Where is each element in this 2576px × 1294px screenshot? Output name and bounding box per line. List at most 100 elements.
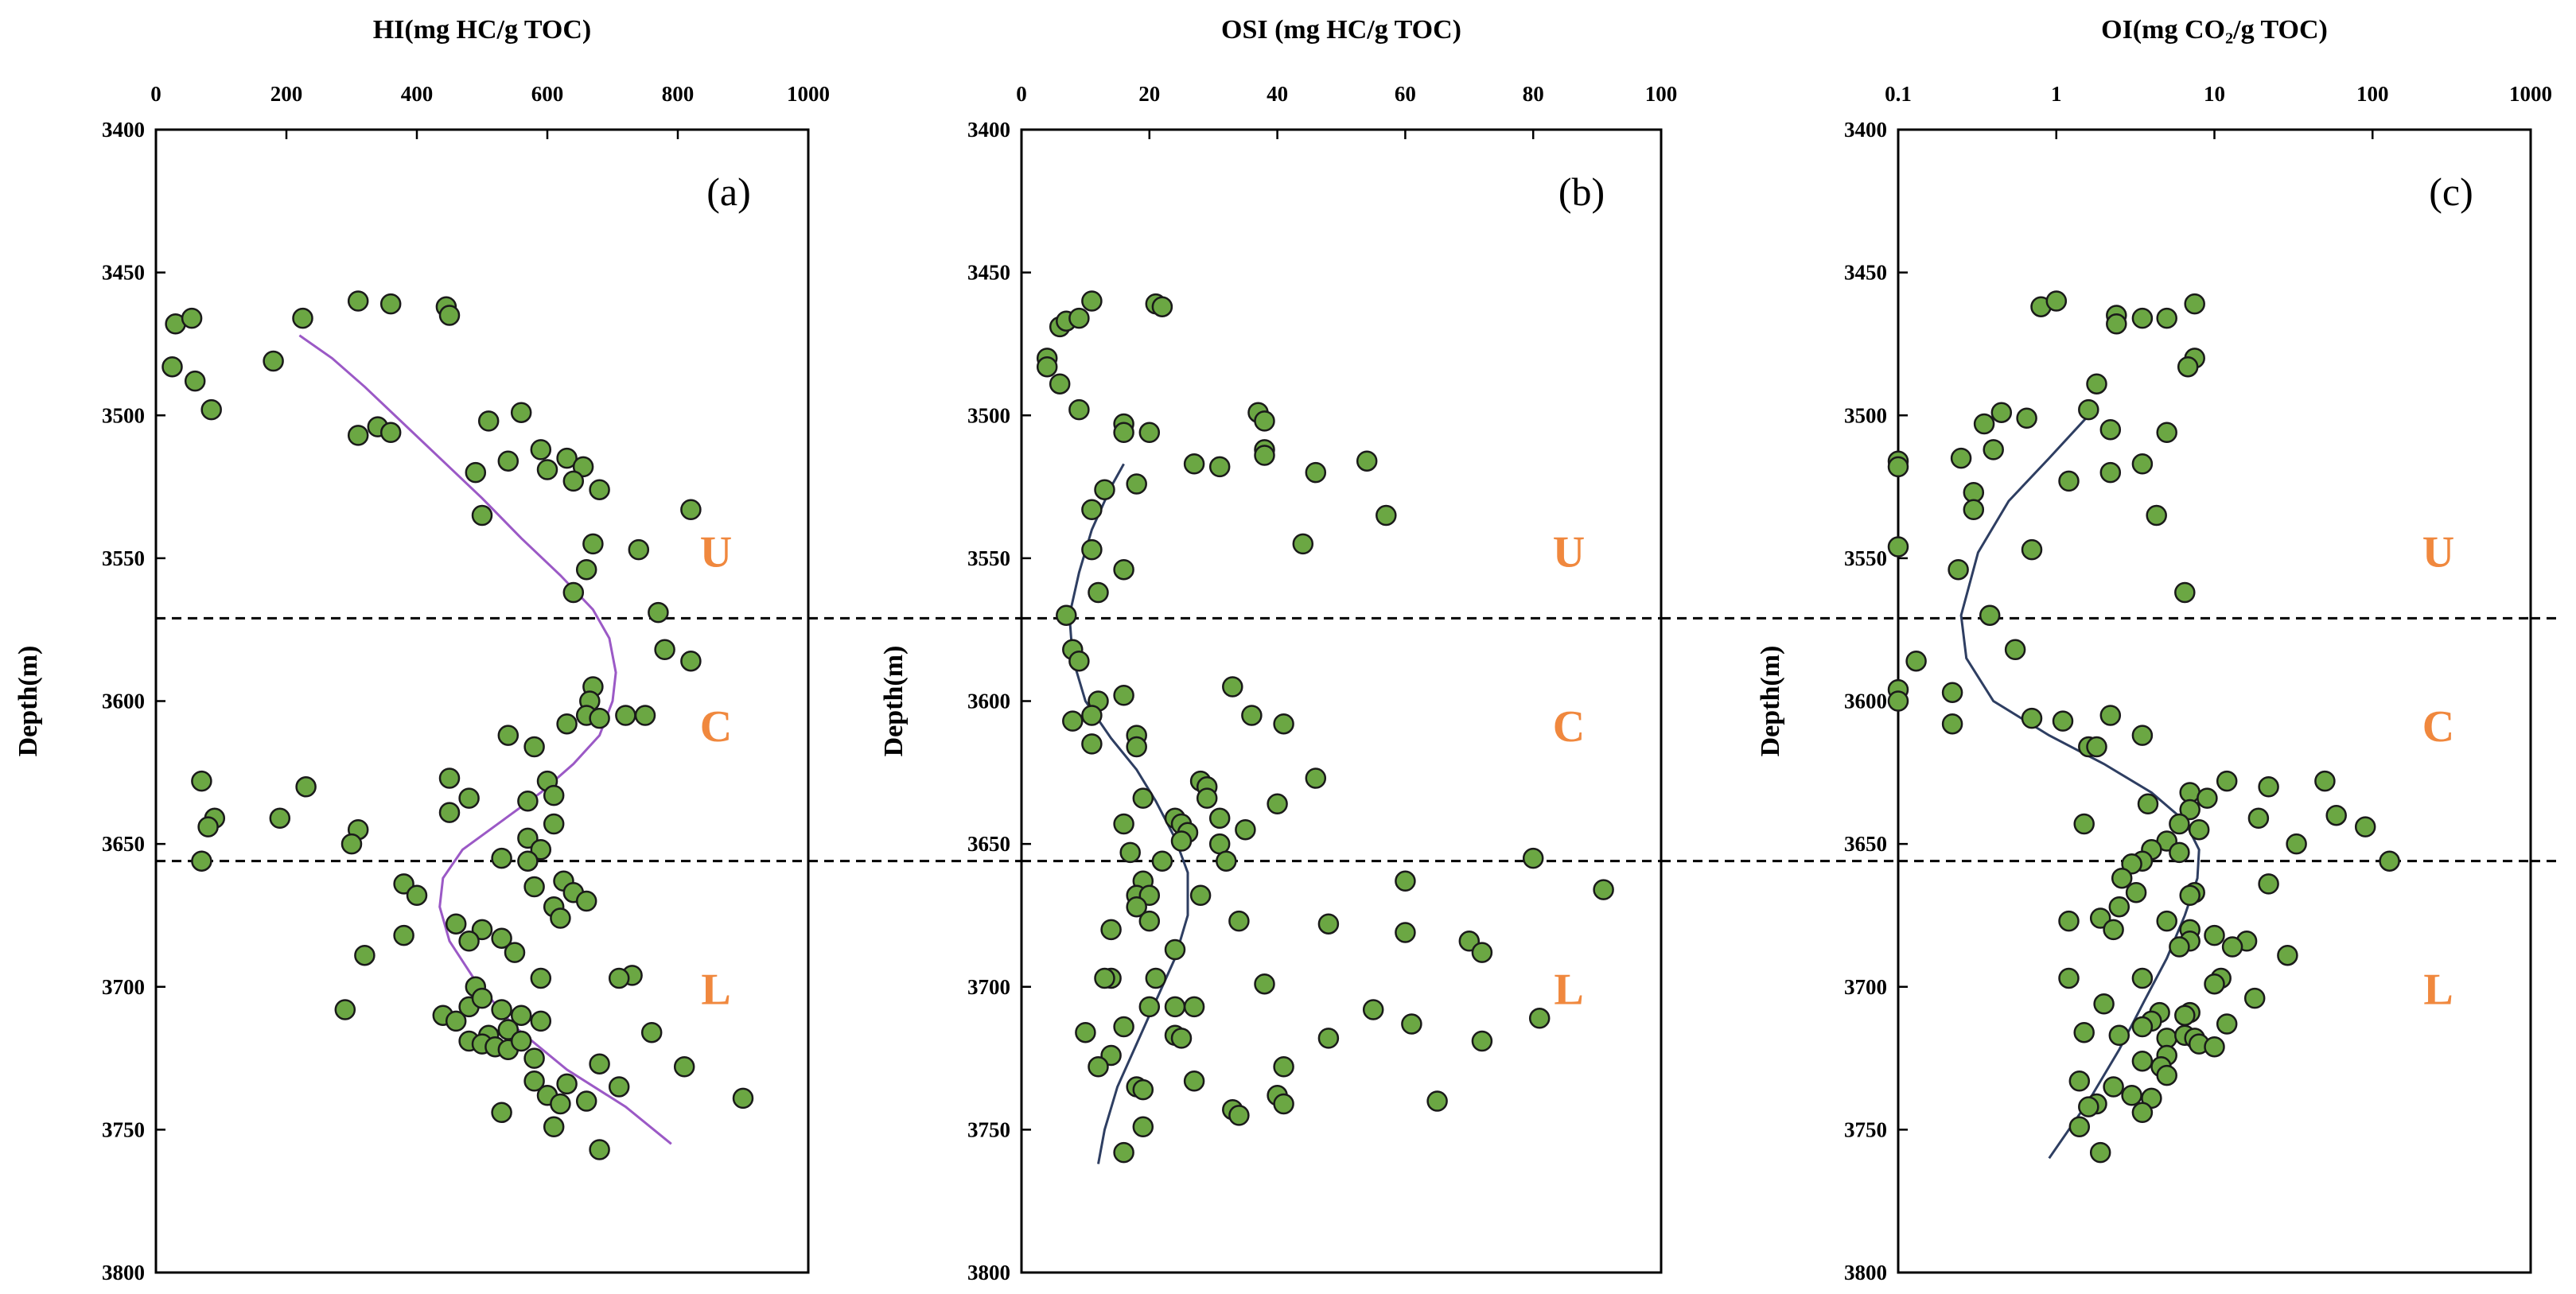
- data-point: [191, 770, 212, 792]
- x-tick-label: 0: [150, 82, 161, 106]
- data-point: [471, 987, 493, 1009]
- data-point: [2286, 833, 2307, 855]
- data-point: [1395, 922, 1416, 943]
- trend-curve: [298, 334, 672, 1145]
- y-tick-label: 3800: [967, 1261, 1010, 1284]
- data-point: [2078, 1096, 2099, 1117]
- y-tick-label: 3650: [967, 832, 1010, 856]
- data-point: [530, 439, 552, 460]
- data-point: [1094, 967, 1115, 989]
- data-point: [1126, 896, 1147, 918]
- data-point: [471, 919, 493, 941]
- data-point: [2179, 799, 2200, 821]
- data-point: [556, 713, 578, 735]
- data-point: [2197, 787, 2218, 809]
- data-point: [1235, 818, 1256, 841]
- data-point: [2156, 1064, 2177, 1086]
- data-point: [497, 450, 519, 472]
- data-point: [2099, 418, 2122, 441]
- data-point: [1973, 413, 1995, 435]
- data-point: [497, 725, 519, 746]
- data-point: [1528, 1008, 1551, 1029]
- x-axis-title: OI(mg CO₂/g TOC): [2101, 15, 2328, 45]
- y-tick-label: 3450: [967, 261, 1010, 285]
- data-point: [1119, 841, 1141, 864]
- data-point: [2277, 944, 2298, 966]
- data-point: [2204, 924, 2225, 946]
- data-point: [1362, 999, 1384, 1020]
- data-point: [550, 907, 571, 929]
- data-point: [543, 784, 565, 806]
- data-point: [2125, 881, 2147, 903]
- data-point: [1317, 1028, 1340, 1049]
- data-point: [1113, 685, 1134, 706]
- trend-curve: [1068, 463, 1189, 1164]
- data-point: [1273, 1056, 1294, 1078]
- x-tick-label: 100: [1645, 82, 1678, 106]
- data-point: [2093, 993, 2115, 1015]
- data-point: [1317, 913, 1340, 935]
- x-tick-label: 600: [531, 82, 564, 106]
- data-point: [1990, 402, 2013, 423]
- data-point: [1062, 710, 1084, 732]
- data-point: [2379, 850, 2400, 872]
- data-point: [608, 1076, 630, 1098]
- data-point: [458, 931, 480, 952]
- data-point: [1401, 1013, 1422, 1035]
- data-point: [2106, 313, 2127, 335]
- data-point: [2243, 987, 2266, 1009]
- data-point: [1376, 504, 1397, 527]
- data-point: [2131, 1016, 2154, 1038]
- data-point: [2111, 867, 2133, 889]
- data-point: [1151, 296, 1173, 317]
- data-point: [517, 850, 539, 872]
- data-point: [491, 927, 512, 949]
- data-point: [1170, 830, 1193, 852]
- data-point: [295, 776, 317, 798]
- data-point: [680, 499, 702, 521]
- x-tick-label: 0: [1016, 82, 1027, 106]
- data-point: [589, 479, 610, 500]
- data-point: [530, 839, 552, 861]
- data-point: [1164, 996, 1186, 1018]
- x-tick-label: 1000: [787, 82, 830, 106]
- data-point: [1471, 1030, 1493, 1052]
- data-point: [1132, 787, 1154, 809]
- data-point: [1151, 850, 1173, 872]
- data-point: [2314, 770, 2336, 792]
- data-point: [184, 370, 206, 392]
- zone-label-C: C: [700, 702, 732, 752]
- data-point: [2103, 919, 2124, 941]
- data-point: [438, 305, 461, 326]
- y-tick-label: 3500: [1844, 403, 1887, 427]
- data-point: [2052, 710, 2074, 732]
- data-point: [530, 1010, 552, 1032]
- data-point: [673, 1056, 695, 1078]
- data-point: [334, 999, 356, 1020]
- data-point: [1132, 1078, 1154, 1101]
- data-point: [1471, 942, 1493, 963]
- data-point: [2258, 776, 2279, 798]
- data-point: [465, 461, 487, 484]
- y-tick-label: 3550: [102, 546, 145, 570]
- data-point: [393, 873, 414, 895]
- data-point: [1905, 650, 1927, 672]
- data-point: [438, 767, 461, 789]
- data-point: [340, 833, 363, 855]
- data-point: [1887, 536, 1909, 558]
- data-point: [1183, 996, 1205, 1018]
- data-point: [347, 290, 369, 312]
- data-point: [2131, 307, 2154, 329]
- data-point: [379, 422, 402, 444]
- data-point: [2004, 639, 2026, 661]
- data-point: [491, 999, 512, 1020]
- data-point: [1356, 450, 1378, 472]
- data-point: [648, 601, 669, 624]
- data-point: [589, 707, 610, 729]
- data-point: [181, 307, 203, 329]
- zone-label-L: L: [2423, 965, 2453, 1014]
- data-point: [200, 398, 222, 421]
- data-point: [2103, 1076, 2124, 1098]
- y-tick-label: 3600: [102, 690, 145, 713]
- data-point: [1950, 447, 1972, 469]
